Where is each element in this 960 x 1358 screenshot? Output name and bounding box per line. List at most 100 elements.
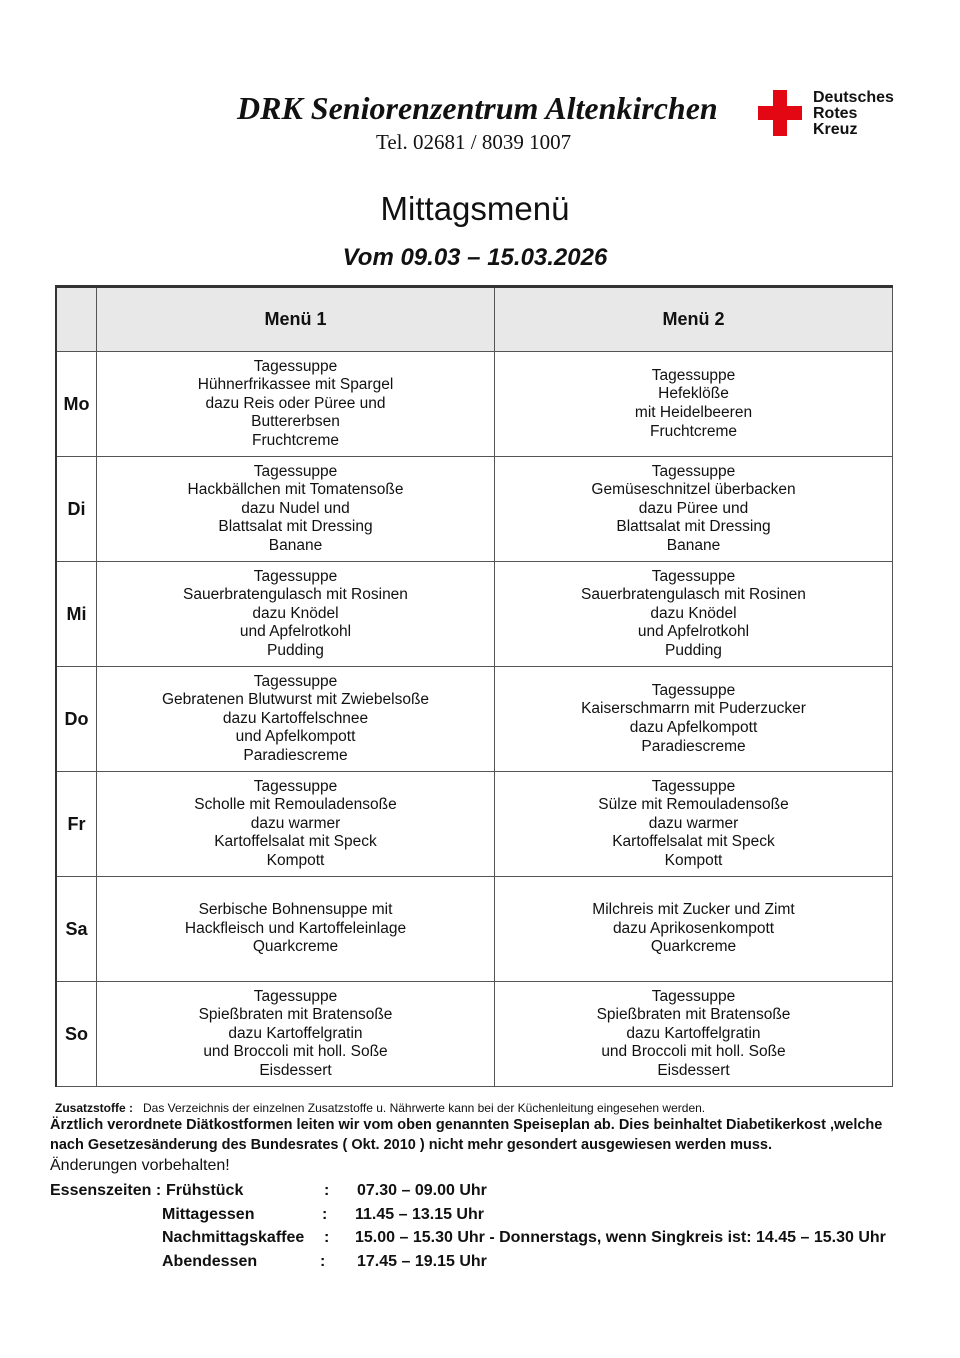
meal-time: 15.00 – 15.30 Uhr - Donnerstags, wenn Si… (355, 1229, 886, 1246)
dish-line: Tagessuppe (651, 567, 736, 585)
header-menu-2: Menü 2 (494, 286, 893, 352)
table-row: Di Tagessuppe Hackbällchen mit Tomatensoße… (55, 456, 893, 562)
dish-line: Banane (666, 536, 721, 554)
dish-line: dazu warmer (648, 814, 739, 832)
dish-line: Tagessuppe (651, 462, 736, 480)
meal-time: 17.45 – 19.15 Uhr (357, 1252, 487, 1270)
dish-line: mit Heidelbeeren (634, 404, 753, 421)
diet-note-1: Ärztlich verordnete Diätkostformen leite… (50, 1117, 883, 1133)
dish-line: Scholle mit Remouladensoße (194, 796, 397, 814)
separator: : (322, 1205, 328, 1223)
meal-name: Frühstück (166, 1182, 244, 1199)
dish-line: Kompott (266, 851, 325, 869)
day-cell: Sa (55, 876, 97, 982)
separator: : (320, 1252, 326, 1270)
dish-line: Sauerbratengulasch mit Rosinen (183, 586, 408, 604)
diet-note-2: nach Gesetzesänderung des Bundesrates ( … (50, 1137, 773, 1153)
dish-line: Paradiescreme (243, 746, 348, 764)
dish-line: Hefeklöße (658, 385, 729, 403)
day-cell: So (55, 981, 97, 1087)
dish-line: Sauerbratengulasch mit Rosinen (581, 586, 806, 604)
dish-line: Milchreis mit Zucker und Zimt (592, 901, 795, 919)
separator: : (324, 1182, 330, 1199)
dish-line: Spießbraten mit Bratensoße (596, 1006, 791, 1024)
separator: : (324, 1229, 330, 1246)
menu-table: Menü 1 Menü 2 Mo Tagessuppe Hühnerfrikasse… (55, 285, 893, 1087)
red-cross-bar (758, 106, 802, 120)
day-cell: Do (55, 666, 97, 772)
day-cell: Fr (55, 771, 97, 877)
dish-line: Banane (268, 536, 323, 554)
dish-line: Tagessuppe (651, 987, 736, 1005)
dish-line: Sülze mit Remouladensoße (598, 796, 789, 814)
menu-period: Vom 09.03 – 15.03.2026 (342, 244, 608, 271)
dish-line: dazu Kartoffelgratin (626, 1024, 761, 1042)
menu-2-cell: Tagessuppe Kaiserschmarrn mit Puderzucker… (494, 666, 893, 772)
dish-line: Serbische Bohnensuppe mit (198, 901, 393, 919)
additives-note: Zusatzstoffe : Das Verzeichnis der einzel… (55, 1101, 882, 1115)
dish-line: Tagessuppe (651, 777, 736, 795)
menu-2-cell: Tagessuppe Spießbraten mit Bratensoße dazu… (494, 981, 893, 1087)
dish-line: dazu Kartoffelschnee (222, 709, 369, 727)
dish-line: Eisdessert (259, 1061, 332, 1079)
table-row: So Tagessuppe Spießbraten mit Bratensoße da… (55, 981, 893, 1087)
menu-2-cell: Tagessuppe Hefeklöße mit Heidelbeeren Fruch… (494, 351, 893, 457)
meal-time: 07.30 – 09.00 Uhr (357, 1182, 487, 1199)
day-cell: Mo (55, 351, 97, 457)
menu-1-cell: Tagessuppe Gebratenen Blutwurst mit Zwieb… (96, 666, 495, 772)
additives-label: Zusatzstoffe : (55, 1101, 133, 1115)
logo-text: Deutsches Rotes Kreuz (813, 89, 894, 138)
dish-line: Hühnerfrikassee mit Spargel (197, 376, 394, 394)
table-row: Sa Serbische Bohnensuppe mit Hackfleisch u… (55, 876, 893, 982)
meal-name: Abendessen (162, 1252, 258, 1270)
dish-line: Tagessuppe (253, 672, 338, 690)
dish-line: dazu Aprikosenkompott (612, 919, 775, 937)
table-row: Do Tagessuppe Gebratenen Blutwurst mit Zwi… (55, 666, 893, 772)
dish-line: dazu Püree und (638, 499, 749, 517)
menu-1-cell: Tagessuppe Scholle mit Remouladensoße dazu… (96, 771, 495, 877)
meal-name: Mittagessen (162, 1205, 255, 1223)
dish-line: Blattsalat mit Dressing (218, 518, 373, 536)
day-cell: Mi (55, 561, 97, 667)
dish-line: Paradiescreme (641, 737, 746, 755)
dish-line: dazu warmer (250, 814, 341, 832)
menu-2-cell: Tagessuppe Sauerbratengulasch mit Rosinen… (494, 561, 893, 667)
dish-line: Kartoffelsalat mit Speck (214, 833, 377, 851)
dish-line: Pudding (665, 641, 722, 659)
menu-2-cell: Tagessuppe Gemüseschnitzel überbacken dazu… (494, 456, 893, 562)
dish-line: Buttererbsen (251, 413, 340, 431)
dish-line: Tagessuppe (253, 357, 338, 375)
dish-line: und Apfelrotkohl (637, 623, 750, 641)
meal-times-label: Essenszeiten : (50, 1182, 162, 1199)
dish-line: Tagessuppe (253, 462, 338, 480)
menu-1-cell: Tagessuppe Hühnerfrikassee mit Spargel daz… (96, 351, 495, 457)
table-row: Mi Tagessuppe Sauerbratengulasch mit Rosin… (55, 561, 893, 667)
dish-line: dazu Nudel und (241, 499, 350, 517)
dish-line: Quarkcreme (252, 938, 339, 956)
changes-note: Änderungen vorbehalten! (50, 1157, 230, 1174)
additives-text: Das Verzeichnis der einzelnen Zusatzstof… (143, 1101, 706, 1115)
menu-1-cell: Serbische Bohnensuppe mit Hackfleisch und… (96, 876, 495, 982)
table-row: Mo Tagessuppe Hühnerfrikassee mit Spargel d… (55, 351, 893, 457)
menu-2-cell: Tagessuppe Sülze mit Remouladensoße dazu w… (494, 771, 893, 877)
menu-2-cell: Milchreis mit Zucker und Zimt dazu Apriko… (494, 876, 893, 982)
dish-line: und Broccoli mit holl. Soße (601, 1043, 786, 1061)
dish-line: Tagessuppe (651, 681, 736, 699)
page-heading: Mittagsmenü (380, 190, 570, 227)
dish-line: Kartoffelsalat mit Speck (612, 833, 775, 851)
dish-line: Pudding (267, 641, 324, 659)
dish-line: und Broccoli mit holl. Soße (203, 1043, 388, 1061)
menu-1-cell: Tagessuppe Spießbraten mit Bratensoße dazu… (96, 981, 495, 1087)
dish-line: Kaiserschmarrn mit Puderzucker (581, 700, 806, 718)
meal-time: 11.45 – 13.15 Uhr (355, 1205, 484, 1223)
notes: Zusatzstoffe : Das Verzeichnis der einzel… (50, 1101, 882, 1177)
dish-line: Hackbällchen mit Tomatensoße (187, 481, 404, 499)
phone-number: Tel. 02681 / 8039 1007 (376, 130, 572, 154)
dish-line: Fruchtcreme (650, 422, 737, 440)
menu-1-cell: Tagessuppe Sauerbratengulasch mit Rosinen… (96, 561, 495, 667)
dish-line: dazu Reis oder Püree und (205, 394, 386, 412)
dish-line: dazu Apfelkompott (629, 719, 758, 736)
dish-line: Fruchtcreme (252, 431, 339, 449)
dish-line: Blattsalat mit Dressing (616, 518, 771, 536)
dish-line: Tagessuppe (253, 567, 338, 585)
